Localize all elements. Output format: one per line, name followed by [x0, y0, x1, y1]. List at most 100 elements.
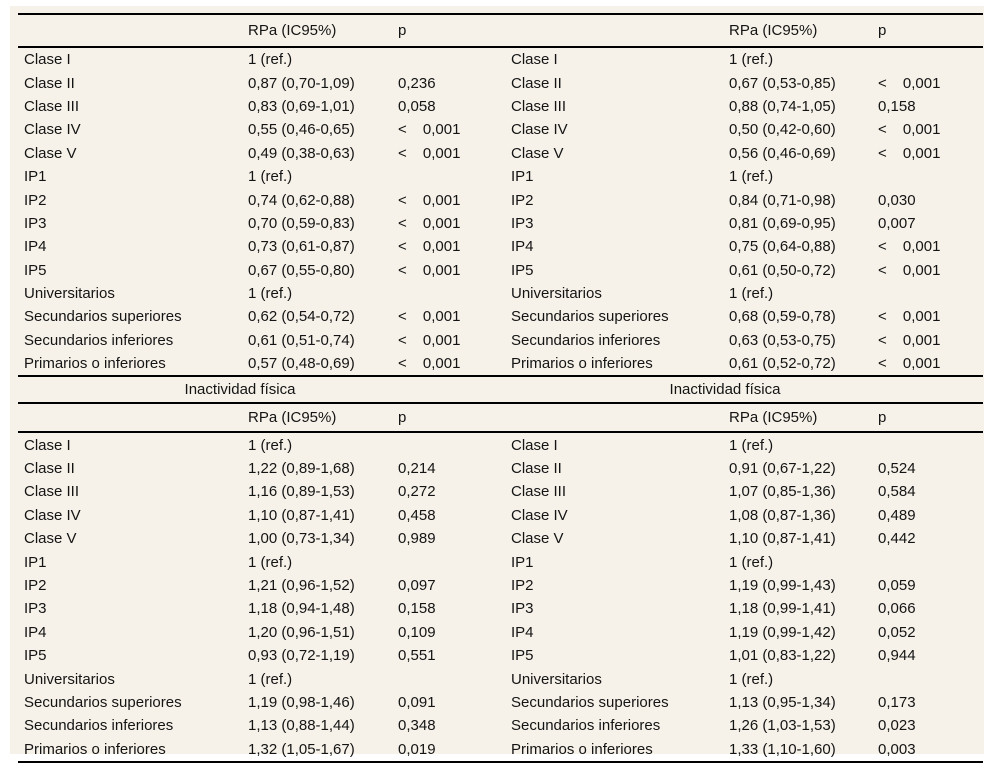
- p-value: < 0,001: [878, 144, 941, 162]
- row-label: IP4: [511, 238, 534, 256]
- p-value: < 0,001: [878, 74, 941, 92]
- row-label: IP5: [24, 647, 47, 665]
- p-value: 0,348: [398, 717, 436, 735]
- row-label: Universitarios: [511, 285, 602, 303]
- rpa-value: 1 (ref.): [248, 168, 293, 186]
- section2-rows: Clase I 1 (ref.) Clase I 1 (ref.) Clase II 1,…: [18, 433, 983, 763]
- rpa-value: 1 (ref.): [729, 51, 774, 69]
- rpa-value: 0,81 (0,69-0,95): [729, 214, 836, 232]
- table-row: Secundarios superiores 1,19 (0,98-1,46) 0,…: [18, 691, 983, 714]
- row-label: IP2: [511, 577, 534, 594]
- p-value: 0,066: [878, 600, 916, 618]
- rpa-value: 1,19 (0,99-1,42): [729, 623, 836, 641]
- rpa-value: 0,93 (0,72-1,19): [248, 647, 355, 665]
- rpa-value: 0,67 (0,53-0,85): [729, 74, 836, 92]
- p-value: < 0,001: [878, 331, 941, 349]
- row-label: Secundarios inferiores: [511, 717, 661, 735]
- row-label: IP1: [24, 168, 47, 186]
- rpa-value: 1,18 (0,99-1,41): [729, 600, 836, 618]
- p-value: < 0,001: [398, 308, 461, 326]
- row-label: IP5: [511, 647, 534, 665]
- row-label: IP5: [24, 261, 47, 279]
- rpa-value: 0,67 (0,55-0,80): [248, 261, 355, 279]
- rpa-value: 1 (ref.): [248, 670, 293, 688]
- row-label: Clase II: [511, 460, 562, 478]
- table-panel: RPa (IC95%) p RPa (IC95%) p Clase I 1 (re…: [10, 6, 984, 763]
- table-row: Clase I 1 (ref.) Clase I 1 (ref.): [18, 433, 983, 456]
- p-value: 0,489: [878, 506, 916, 524]
- p-value: < 0,001: [878, 121, 941, 139]
- column-header-p: p: [878, 22, 887, 39]
- table-row: Clase V 1,00 (0,73-1,34) 0,989 Clase V 1,10 …: [18, 527, 983, 550]
- rpa-value: 0,56 (0,46-0,69): [729, 144, 836, 162]
- p-value: 0,158: [878, 97, 916, 115]
- rpa-value: 1,19 (0,99-1,43): [729, 577, 836, 594]
- p-value: 0,458: [398, 506, 436, 524]
- column-header-rpa: RPa (IC95%): [729, 22, 818, 39]
- row-label: Secundarios inferiores: [24, 331, 174, 349]
- rpa-value: 1,26 (1,03-1,53): [729, 717, 836, 735]
- rpa-value: 1 (ref.): [248, 285, 293, 303]
- p-value: 0,059: [878, 577, 916, 594]
- row-label: IP3: [511, 214, 534, 232]
- p-value: 0,944: [878, 647, 916, 665]
- row-label: IP2: [24, 577, 47, 594]
- p-value: 0,109: [398, 623, 436, 641]
- table-row: Clase V 0,49 (0,38-0,63) < 0,001 Clase V 0,5…: [18, 142, 983, 165]
- rpa-value: 0,84 (0,71-0,98): [729, 191, 836, 209]
- rpa-value: 1,10 (0,87-1,41): [248, 506, 355, 524]
- row-label: Clase II: [24, 460, 75, 478]
- table-row: IP2 0,74 (0,62-0,88) < 0,001 IP2 0,84 (0,71-…: [18, 188, 983, 211]
- rpa-value: 0,87 (0,70-1,09): [248, 74, 355, 92]
- p-value: < 0,001: [878, 261, 941, 279]
- row-label: IP2: [511, 191, 534, 209]
- p-value: 0,989: [398, 530, 436, 548]
- rpa-value: 0,57 (0,48-0,69): [248, 355, 355, 373]
- p-value: 0,091: [398, 693, 436, 711]
- rpa-value: 1,21 (0,96-1,52): [248, 577, 355, 594]
- column-header-rpa: RPa (IC95%): [248, 409, 337, 427]
- table-row: IP2 1,21 (0,96-1,52) 0,097 IP2 1,19 (0,99-1,…: [18, 574, 983, 597]
- row-label: Clase IV: [511, 506, 568, 524]
- section-title-left: Inactividad física: [184, 381, 296, 399]
- row-label: IP4: [24, 623, 47, 641]
- row-label: Clase IV: [24, 506, 81, 524]
- rpa-value: 0,74 (0,62-0,88): [248, 191, 355, 209]
- p-value: < 0,001: [878, 355, 941, 373]
- table-row: IP1 1 (ref.) IP1 1 (ref.): [18, 165, 983, 188]
- row-label: Clase III: [511, 97, 567, 115]
- row-label: Primarios o inferiores: [24, 740, 166, 758]
- rpa-value: 0,61 (0,50-0,72): [729, 261, 836, 279]
- p-value: < 0,001: [398, 331, 461, 349]
- p-value: 0,003: [878, 740, 916, 758]
- row-label: Clase II: [24, 74, 75, 92]
- rpa-value: 1 (ref.): [729, 436, 774, 454]
- table-row: Clase IV 0,55 (0,46-0,65) < 0,001 Clase IV 0…: [18, 118, 983, 141]
- rpa-value: 1,13 (0,88-1,44): [248, 717, 355, 735]
- section-title-right: Inactividad física: [669, 381, 781, 399]
- p-value: < 0,001: [398, 355, 461, 373]
- p-value: 0,584: [878, 483, 916, 501]
- rpa-value: 1 (ref.): [729, 168, 774, 186]
- column-header-rpa: RPa (IC95%): [248, 22, 337, 39]
- rpa-value: 1,10 (0,87-1,41): [729, 530, 836, 548]
- row-label: IP4: [24, 238, 47, 256]
- rpa-value: 0,75 (0,64-0,88): [729, 238, 836, 256]
- section2-title-row: Inactividad física Inactividad física: [18, 377, 983, 405]
- row-label: Clase I: [24, 51, 71, 69]
- rpa-value: 1,33 (1,10-1,60): [729, 740, 836, 758]
- row-label: Clase V: [511, 144, 564, 162]
- row-label: Clase I: [511, 51, 558, 69]
- table-row: Primarios o inferiores 0,57 (0,48-0,69) < …: [18, 352, 983, 378]
- row-label: IP1: [511, 168, 534, 186]
- table-row: IP3 1,18 (0,94-1,48) 0,158 IP3 1,18 (0,99-1,…: [18, 597, 983, 620]
- row-label: Secundarios superiores: [511, 308, 669, 326]
- rpa-value: 1,07 (0,85-1,36): [729, 483, 836, 501]
- table-row: IP4 0,73 (0,61-0,87) < 0,001 IP4 0,75 (0,64-…: [18, 235, 983, 258]
- rpa-value: 1,18 (0,94-1,48): [248, 600, 355, 618]
- rpa-value: 0,55 (0,46-0,65): [248, 121, 355, 139]
- row-label: Secundarios inferiores: [511, 331, 661, 349]
- rpa-value: 0,49 (0,38-0,63): [248, 144, 355, 162]
- p-value: 0,551: [398, 647, 436, 665]
- rpa-value: 1 (ref.): [248, 553, 293, 571]
